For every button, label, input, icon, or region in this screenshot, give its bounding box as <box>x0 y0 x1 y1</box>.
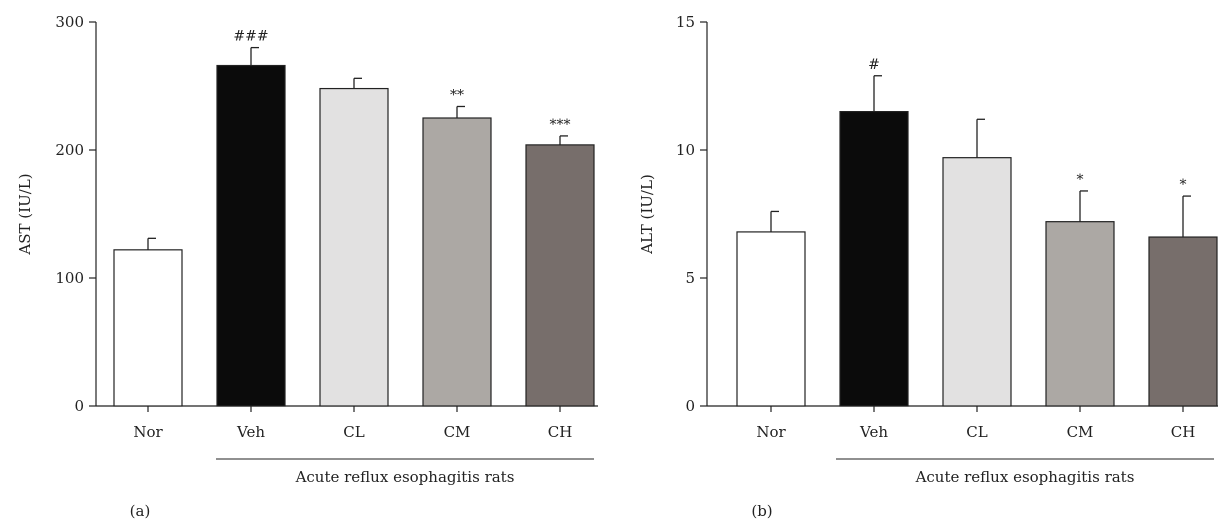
x-tick-label: CH <box>1171 423 1196 441</box>
bar-nor <box>113 249 183 407</box>
bar-veh <box>216 64 286 407</box>
panel-a-ast-chart: 0 100 200 300 AST (IU/L) Nor ### Veh CL ** CM *** CH… <box>16 13 598 520</box>
y-tick-label: 10 <box>676 141 695 159</box>
y-tick-label: 0 <box>685 397 695 415</box>
panel-label: (b) <box>751 502 772 520</box>
x-tick-label: Nor <box>756 423 786 441</box>
y-tick-label: 5 <box>685 269 695 287</box>
x-tick-label: CH <box>548 423 573 441</box>
x-tick-label: CM <box>444 423 471 441</box>
bar-nor <box>736 231 806 407</box>
significance-marker: *** <box>550 117 571 133</box>
bar-ch <box>1148 236 1218 407</box>
y-tick-label: 100 <box>55 269 84 287</box>
x-tick-label: Nor <box>133 423 163 441</box>
panel-b-alt-chart: 0 5 10 15 ALT (IU/L) Nor # Veh CL * CM * CH Acute ref… <box>638 13 1218 520</box>
y-tick-label: 0 <box>74 397 84 415</box>
y-tick-label: 300 <box>55 13 84 31</box>
bar-cl <box>942 157 1012 407</box>
group-label: Acute reflux esophagitis rats <box>915 468 1135 486</box>
x-tick-label: CL <box>966 423 987 441</box>
x-tick-label: Veh <box>236 423 265 441</box>
group-label: Acute reflux esophagitis rats <box>295 468 515 486</box>
panel-label: (a) <box>130 502 151 520</box>
significance-marker: ** <box>450 87 464 103</box>
y-tick-label: 200 <box>55 141 84 159</box>
bar-cm <box>1045 221 1115 407</box>
x-tick-label: CM <box>1067 423 1094 441</box>
significance-marker: ### <box>233 29 268 45</box>
bar-veh <box>839 110 909 407</box>
y-tick-label: 15 <box>676 13 695 31</box>
significance-marker: # <box>868 57 880 73</box>
y-axis-title: AST (IU/L) <box>16 173 34 255</box>
x-tick-label: CL <box>343 423 364 441</box>
significance-marker: * <box>1180 177 1187 193</box>
bar-cm <box>422 117 492 407</box>
bar-ch <box>525 144 595 407</box>
x-tick-label: Veh <box>859 423 888 441</box>
significance-marker: * <box>1077 172 1084 188</box>
bar-cl <box>319 87 389 407</box>
y-axis-title: ALT (IU/L) <box>638 174 656 255</box>
